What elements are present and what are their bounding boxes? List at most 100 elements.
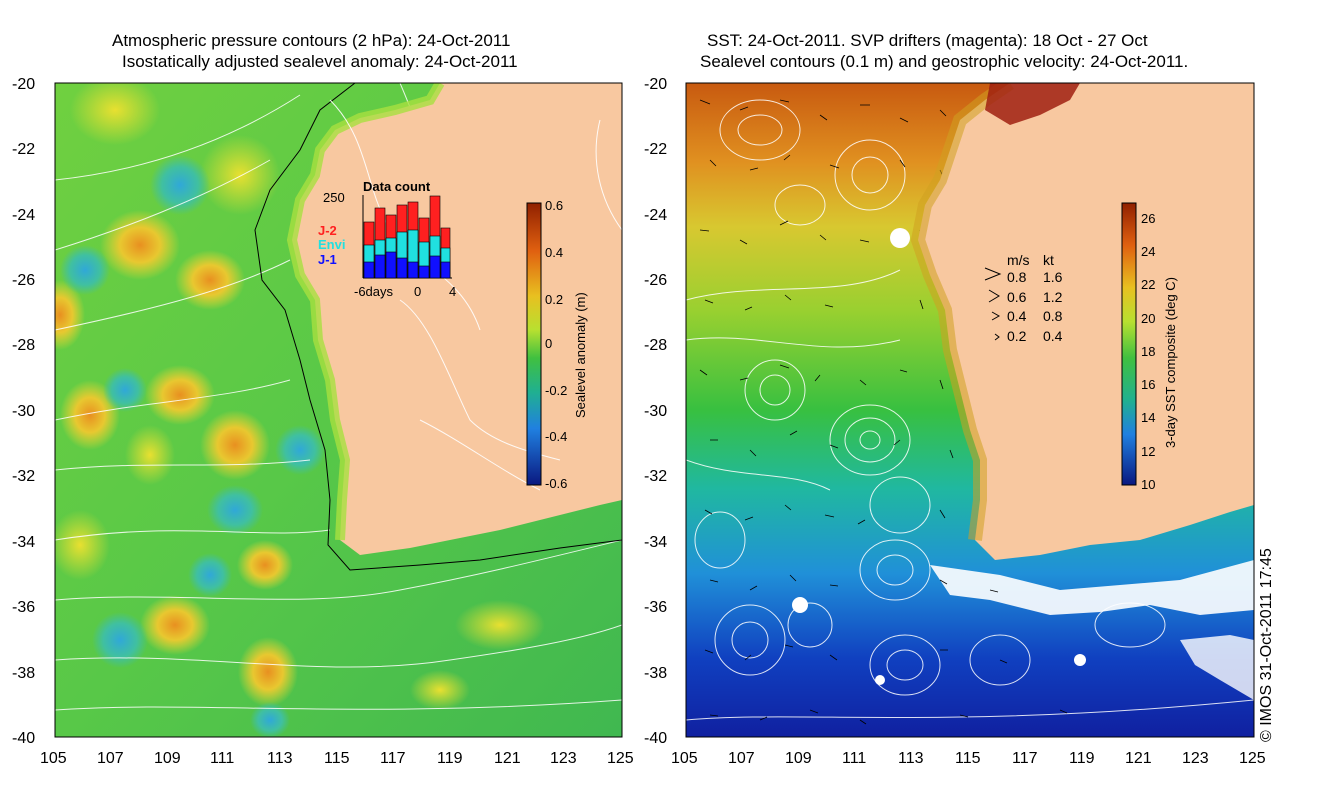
left-x-tick: 105 (40, 750, 67, 767)
velocity-legend-ms: 0.4 (1007, 308, 1027, 324)
sla-colorbar-tick: -0.6 (545, 476, 567, 491)
sla-colorbar-tick: 0 (545, 336, 552, 351)
left-y-tick: -32 (12, 468, 35, 485)
right-y-tick: -36 (644, 599, 667, 616)
right-x-tick: 111 (842, 750, 866, 767)
velocity-legend-header-kt: kt (1043, 252, 1054, 268)
data-count-x-label-end: 4 (449, 284, 456, 299)
legend-j1: J-1 (318, 252, 337, 267)
sst-colorbar-tick: 22 (1141, 277, 1155, 292)
left-y-tick: -28 (12, 337, 35, 354)
sla-colorbar-tick: 0.2 (545, 292, 563, 307)
right-map-frame (685, 82, 1255, 738)
arrow-scale-icon (994, 333, 1000, 341)
left-y-tick: -20 (12, 76, 35, 93)
right-x-tick: 115 (955, 750, 981, 767)
right-y-tick: -22 (644, 141, 667, 158)
left-x-tick: 117 (380, 750, 406, 767)
isobath-line (254, 83, 622, 571)
left-x-tick: 119 (437, 750, 463, 767)
right-x-tick: 119 (1069, 750, 1095, 767)
sla-colorbar-tick: 0.4 (545, 245, 563, 260)
data-count-ymax: 250 (323, 190, 345, 205)
velocity-legend: m/s kt 0.8 1.6 0.6 1.2 0.4 0.8 0.2 0.4 (984, 252, 1063, 344)
left-x-tick: 109 (154, 750, 181, 767)
right-x-tick: 117 (1012, 750, 1038, 767)
sla-colorbar-tick: 0.6 (545, 198, 563, 213)
data-count-x-label-start: -6days (354, 284, 394, 299)
left-title-line2: Isostatically adjusted sealevel anomaly:… (122, 52, 518, 71)
right-y-tick: -40 (644, 730, 667, 747)
sst-colorbar-label: 3-day SST composite (deg C) (1163, 277, 1178, 448)
right-y-tick: -26 (644, 272, 667, 289)
warm-north-coast (985, 83, 1080, 125)
data-count-inset: Data count 250 (318, 179, 456, 299)
arrow-scale-icon (988, 289, 1000, 303)
right-map: m/s kt 0.8 1.6 0.6 1.2 0.4 0.8 0.2 0.4 (686, 83, 1254, 737)
arrow-scale-icon (984, 267, 1002, 281)
right-y-tick: -32 (644, 468, 667, 485)
left-y-tick: -26 (12, 272, 35, 289)
sst-colorbar-tick: 10 (1141, 477, 1155, 492)
left-x-tick: 113 (267, 750, 293, 767)
velocity-legend-kt: 0.4 (1043, 328, 1063, 344)
right-y-tick: -28 (644, 337, 667, 354)
velocity-legend-kt: 1.2 (1043, 289, 1063, 305)
sla-anomaly-blobs (55, 83, 545, 737)
imos-credit: © IMOS 31-Oct-2011 17:45 (1258, 548, 1275, 742)
sst-colorbar-tick: 12 (1141, 444, 1155, 459)
left-map-frame (54, 82, 623, 738)
left-y-tick: -38 (12, 665, 35, 682)
sst-colorbar-tick: 18 (1141, 344, 1155, 359)
left-x-axis: 105 107 109 111 113 115 117 119 121 123 … (40, 750, 634, 767)
left-x-tick: 111 (210, 750, 234, 767)
right-x-tick: 105 (671, 750, 698, 767)
right-y-tick: -38 (644, 665, 667, 682)
velocity-legend-ms: 0.2 (1007, 328, 1027, 344)
left-y-axis: -20 -22 -24 -26 -28 -30 -32 -34 -36 -38 … (12, 76, 35, 747)
right-x-axis: 105 107 109 111 113 115 117 119 121 123 … (671, 750, 1266, 767)
right-x-tick: 125 (1239, 750, 1266, 767)
right-y-axis: -20 -22 -24 -26 -28 -30 -32 -34 -36 -38 … (644, 76, 667, 747)
legend-envi: Envi (318, 237, 345, 252)
left-y-tick: -40 (12, 730, 35, 747)
left-y-tick: -24 (12, 207, 35, 224)
left-x-tick: 115 (324, 750, 350, 767)
geostrophic-velocity-arrows (699, 99, 1068, 725)
right-x-tick: 109 (785, 750, 812, 767)
left-y-tick: -30 (12, 403, 35, 420)
left-title-line1: Atmospheric pressure contours (2 hPa): 2… (112, 31, 511, 50)
sst-colorbar-tick: 14 (1141, 410, 1155, 425)
legend-j2: J-2 (318, 223, 337, 238)
right-y-tick: -34 (644, 534, 667, 551)
cloud-gaps (792, 228, 1254, 700)
left-y-tick: -34 (12, 534, 35, 551)
arrow-scale-icon (991, 311, 1001, 321)
sla-colorbar-tick: -0.2 (545, 383, 567, 398)
velocity-legend-ms: 0.8 (1007, 269, 1027, 285)
right-y-tick: -30 (644, 403, 667, 420)
right-title-line2: Sealevel contours (0.1 m) and geostrophi… (700, 52, 1189, 71)
sst-colorbar-tick: 24 (1141, 244, 1155, 259)
australia-landmass-right (918, 83, 1254, 560)
sst-colorbar-tick: 26 (1141, 211, 1155, 226)
coastal-shelf (286, 83, 445, 541)
right-title-line1: SST: 24-Oct-2011. SVP drifters (magenta)… (707, 31, 1148, 50)
right-x-tick: 113 (898, 750, 924, 767)
sst-colorbar: 26 24 22 20 18 16 14 12 10 3-day SST com… (1121, 202, 1178, 492)
velocity-legend-ms: 0.6 (1007, 289, 1027, 305)
sla-colorbar: 0.6 0.4 0.2 0 -0.2 -0.4 -0.6 Sealevel an… (526, 198, 588, 491)
data-count-title: Data count (363, 179, 431, 194)
sla-colorbar-tick: -0.4 (545, 429, 567, 444)
velocity-legend-header-ms: m/s (1007, 252, 1030, 268)
right-x-tick: 107 (728, 750, 755, 767)
right-x-tick: 123 (1182, 750, 1209, 767)
right-x-tick: 121 (1125, 750, 1152, 767)
velocity-legend-kt: 0.8 (1043, 308, 1063, 324)
velocity-legend-kt: 1.6 (1043, 269, 1063, 285)
sst-colorbar-tick: 16 (1141, 377, 1155, 392)
left-y-tick: -22 (12, 141, 35, 158)
left-x-tick: 107 (97, 750, 124, 767)
pressure-contours (55, 83, 622, 711)
